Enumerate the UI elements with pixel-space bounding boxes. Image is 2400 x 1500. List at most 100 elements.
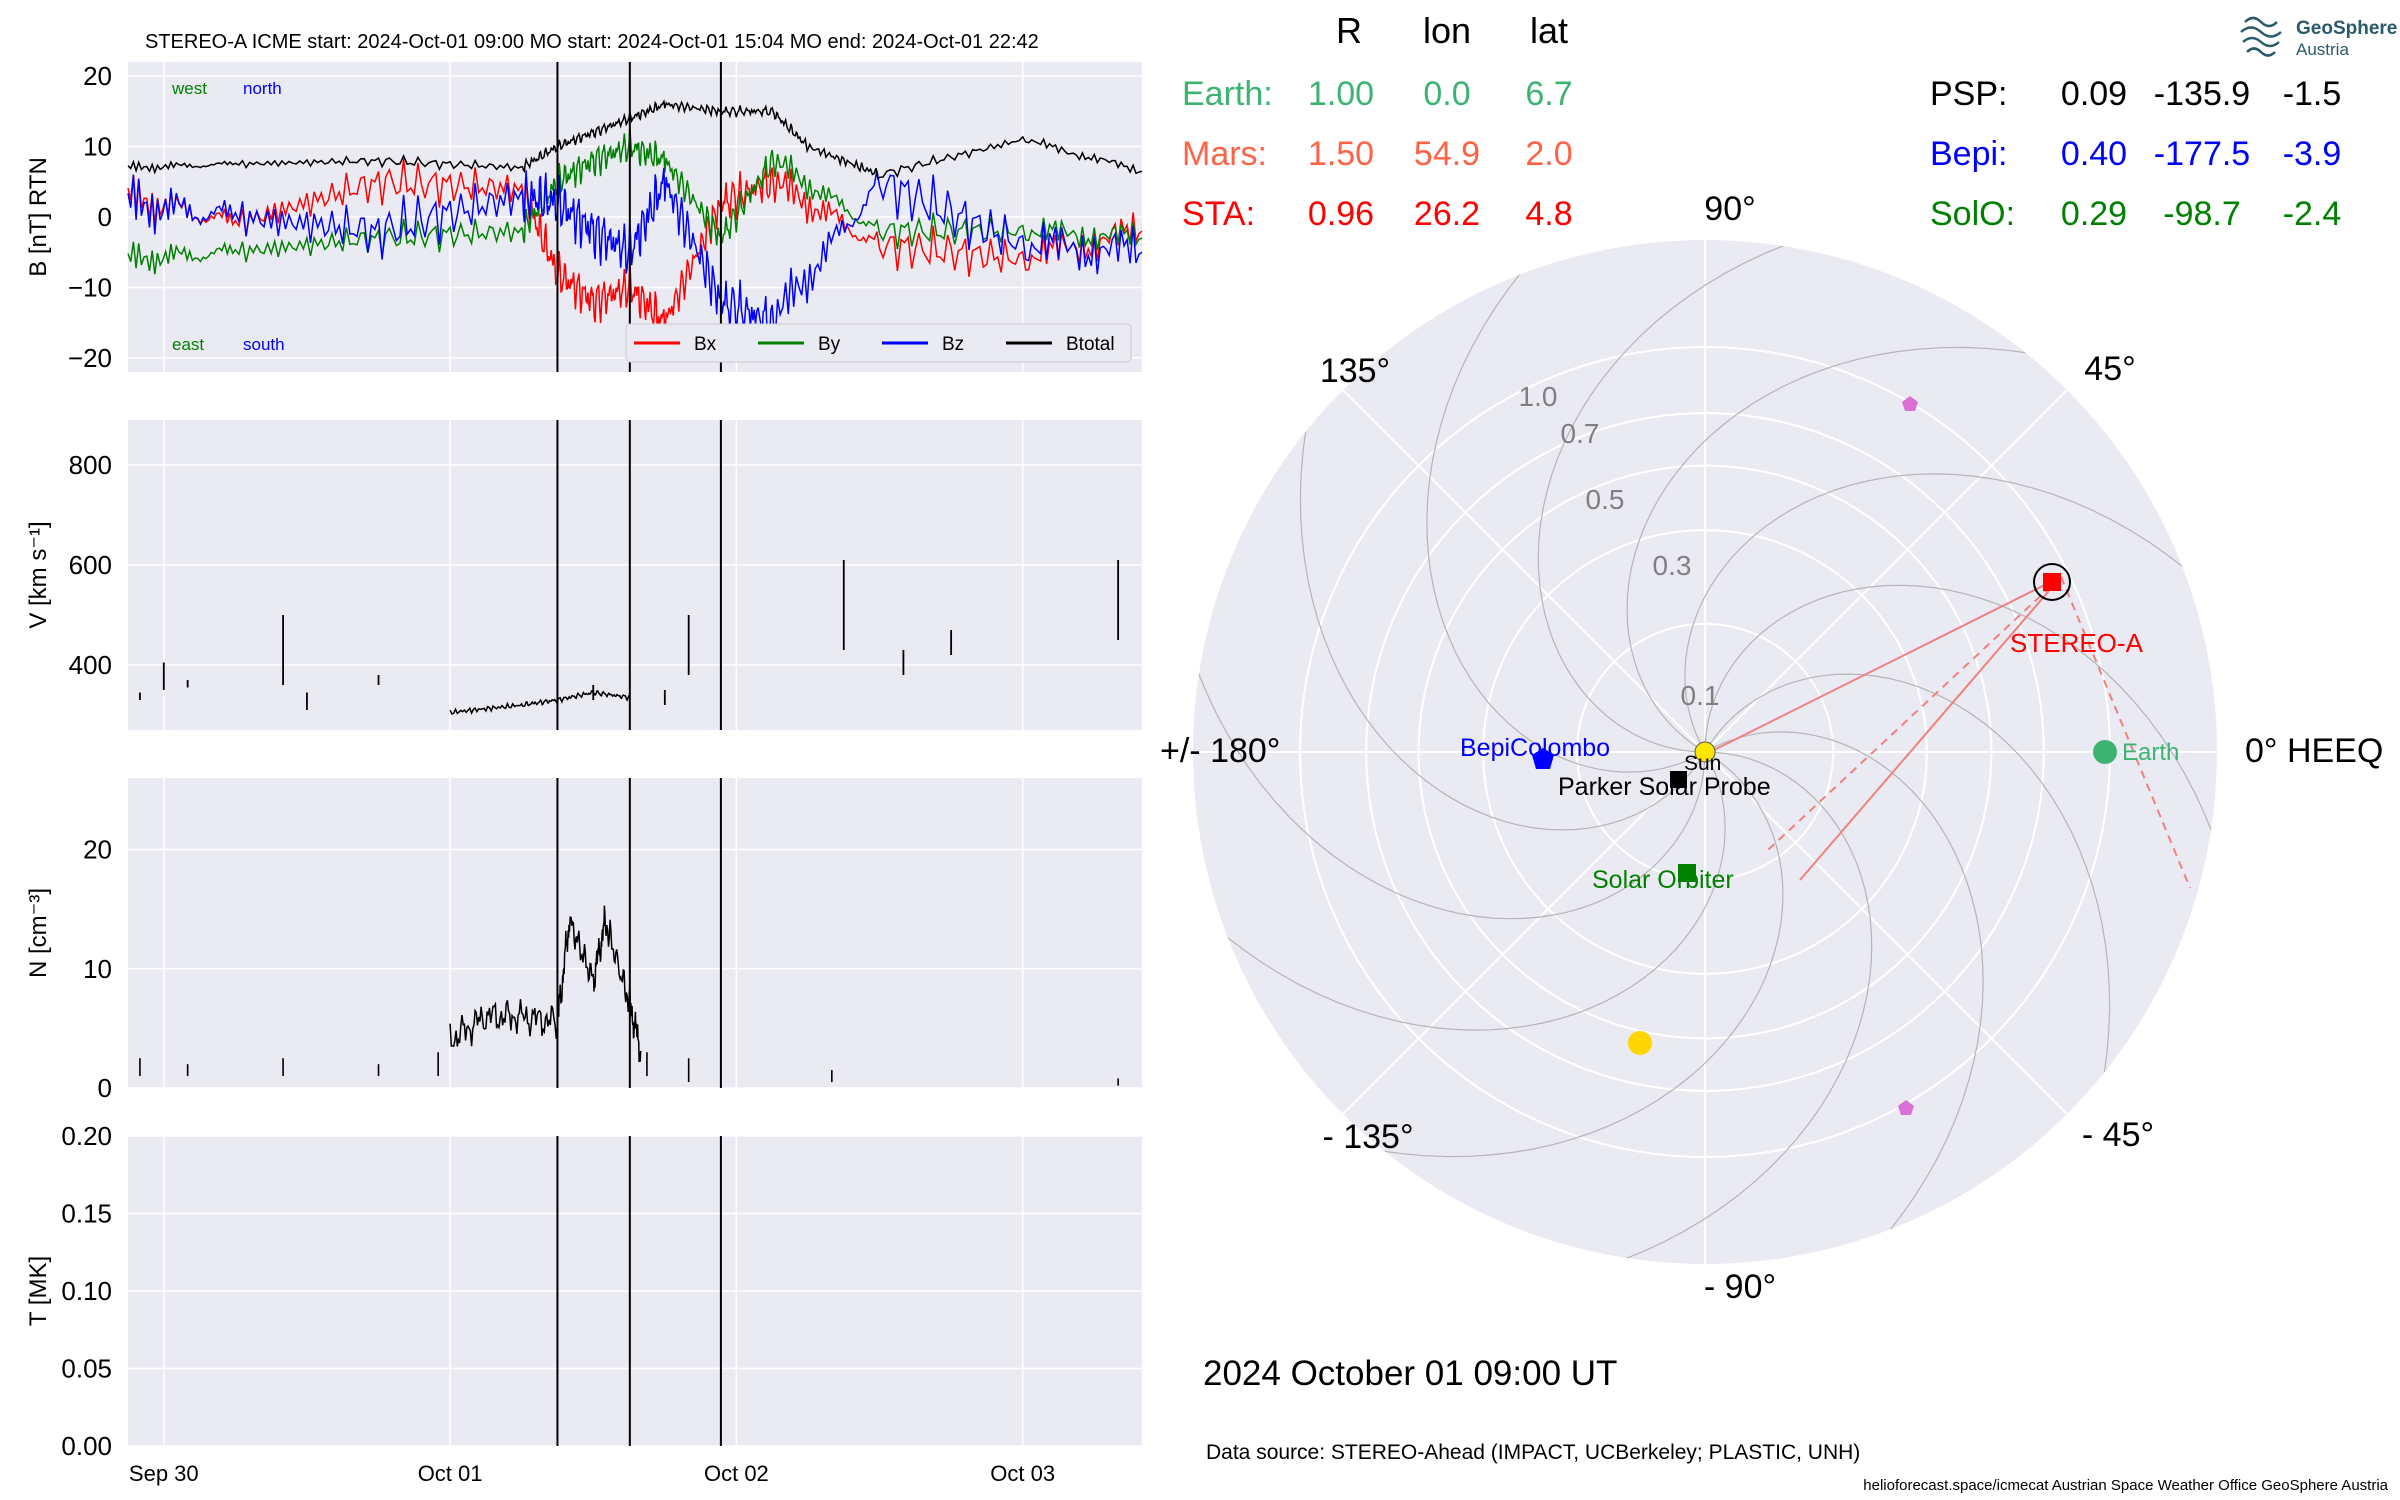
angle-label-am90: - 90°	[1704, 1268, 1776, 1306]
polar-grid-spoke	[1342, 751, 1706, 1115]
legend-bx: Bx	[694, 334, 717, 355]
geosphere-wave-icon	[2240, 16, 2282, 57]
y-tick-label: 20	[83, 61, 112, 91]
polar-plot: 0.1 0.3 0.5 0.71.0 0° HEEQ 45° 90° 135° +/- 180°…	[1160, 190, 2383, 1306]
angle-label-a0: 0° HEEQ	[2245, 732, 2383, 770]
series-line-btotal	[127, 99, 1143, 180]
parker-solar-probe-marker	[1670, 771, 1687, 788]
radial-tick-label: 0.3	[1653, 550, 1692, 581]
geosphere-logo: GeoSphere Austria	[2240, 16, 2397, 59]
b-ylabel: B [nT] RTN	[25, 157, 52, 277]
y-tick-label: 0.15	[61, 1199, 112, 1229]
table-cell-name: PSP:	[1930, 75, 2007, 113]
table-cell-lat: 2.0	[1525, 135, 1572, 173]
table-cell-name: Bepi:	[1930, 135, 2008, 173]
angle-label-a135: 135°	[1320, 352, 1390, 390]
parker-spiral	[1537, 240, 2205, 753]
y-tick-label: 400	[69, 650, 112, 680]
parker-spiral	[1193, 565, 1726, 1031]
footer-credits: helioforecast.space/icmecat Austrian Spa…	[1863, 1477, 2388, 1494]
y-tick-label: 600	[69, 550, 112, 580]
violet-planet-marker	[1902, 396, 1918, 411]
table-cell-lat: -2.4	[2283, 195, 2342, 233]
x-tick-label: Oct 02	[704, 1461, 769, 1486]
stereo-a-fov-lines	[1709, 575, 2191, 889]
x-tick-label: Oct 01	[418, 1461, 483, 1486]
x-tick-label: Oct 03	[990, 1461, 1055, 1486]
table-cell-lon: -135.9	[2154, 75, 2250, 113]
table-cell-lon: 54.9	[1414, 135, 1480, 173]
y-tick-label: 0.10	[61, 1276, 112, 1306]
table-cell-lat: 4.8	[1525, 195, 1572, 233]
angle-label-a90: 90°	[1704, 190, 1755, 228]
annotation-south: south	[243, 335, 285, 354]
radial-tick-label: 0.1	[1681, 680, 1720, 711]
radial-tick-label: 1.0	[1519, 381, 1558, 412]
body-label-stereo-a: STEREO-A	[2010, 628, 2144, 658]
parker-spiral	[1193, 252, 1706, 920]
y-tick-label: 800	[69, 450, 112, 480]
legend-by: By	[818, 334, 841, 355]
n-ylabel: N [cm⁻³]	[25, 888, 52, 978]
body-label-sun: Sun	[1684, 752, 1721, 775]
table-header-lat: lat	[1530, 10, 1568, 51]
table-cell-r: 1.00	[1308, 75, 1374, 113]
table-cell-name: Mars:	[1182, 135, 1267, 173]
polar-grid-spoke	[1704, 751, 2068, 1115]
n-panel	[128, 778, 1142, 1088]
sun-marker	[1694, 741, 1716, 763]
y-tick-label: 0	[98, 202, 112, 232]
legend-bz: Bz	[942, 334, 964, 355]
table-cell-name: Earth:	[1182, 75, 1273, 113]
table-cell-r: 1.50	[1308, 135, 1374, 173]
table-header-r: R	[1336, 10, 1362, 51]
y-tick-label: 10	[83, 954, 112, 984]
parker-spiral	[1704, 584, 2217, 1252]
stereo-a-marker	[2043, 573, 2061, 591]
polar-grid-spoke	[1342, 389, 1706, 753]
angle-label-am135: - 135°	[1322, 1118, 1413, 1156]
figure-title: STEREO-A ICME start: 2024-Oct-01 09:00 M…	[145, 31, 1039, 53]
table-cell-name: STA:	[1182, 195, 1255, 233]
solar-orbiter-marker	[1678, 864, 1696, 882]
annotation-west: west	[171, 79, 207, 98]
y-tick-label: 20	[83, 835, 112, 865]
table-cell-lat: 6.7	[1525, 75, 1572, 113]
violet-planet-marker	[1898, 1100, 1914, 1115]
annotation-east: east	[172, 335, 204, 354]
radial-tick-label: 0.5	[1586, 484, 1625, 515]
fov-line	[1709, 575, 2062, 753]
body-label-bepicolombo: BepiColombo	[1460, 734, 1610, 762]
logo-line2: Austria	[2296, 40, 2349, 59]
angle-label-a180: +/- 180°	[1160, 732, 1280, 770]
y-tick-label: −10	[68, 272, 112, 302]
annotation-north: north	[243, 79, 282, 98]
table-cell-r: 0.09	[2061, 75, 2127, 113]
parker-spiral	[1205, 751, 1873, 1264]
table-cell-lat: -1.5	[2283, 75, 2342, 113]
timeseries-axes: 20 10 0 −10 −20 800 600 400 20 10 0 0.20 0.15 0.10 0.0…	[61, 61, 1055, 1486]
body-label-parker-solar-probe: Parker Solar Probe	[1558, 773, 1771, 801]
y-tick-label: 0.00	[61, 1431, 112, 1461]
table-cell-name: SolO:	[1930, 195, 2015, 233]
t-ylabel: T [MK]	[25, 1256, 52, 1326]
y-tick-label: 0.05	[61, 1354, 112, 1384]
positions-table: R lon lat Earth: 1.00 0.0 6.7 Mars: 1.50 54.9 2…	[1182, 10, 2341, 233]
table-cell-lon: 26.2	[1414, 195, 1480, 233]
x-tick-label: Sep 30	[129, 1461, 199, 1486]
legend-btotal: Btotal	[1066, 334, 1115, 355]
angle-label-a45: 45°	[2084, 350, 2135, 388]
radial-tick-label: 0.7	[1561, 418, 1600, 449]
b-legend: Bx By Bz Btotal	[625, 323, 1132, 363]
footer-source: Data source: STEREO-Ahead (IMPACT, UCBer…	[1206, 1441, 1860, 1464]
event-lines	[556, 62, 722, 1446]
logo-line1: GeoSphere	[2296, 18, 2397, 39]
table-header-lon: lon	[1423, 10, 1471, 51]
body-label-solar-orbiter: Solar Orbiter	[1592, 866, 1734, 894]
table-cell-lon: -98.7	[2163, 195, 2241, 233]
table-cell-r: 0.40	[2061, 135, 2127, 173]
table-cell-lon: 0.0	[1423, 75, 1470, 113]
polar-grid-spoke	[1704, 389, 2068, 753]
v-ylabel: V [km s⁻¹]	[25, 521, 52, 628]
